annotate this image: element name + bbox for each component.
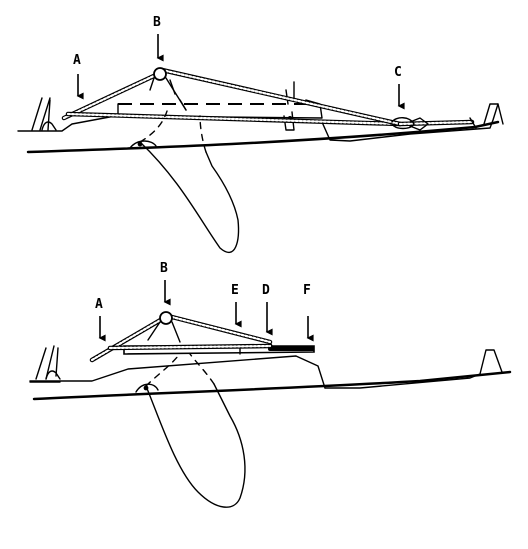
bottom-label-a: A	[95, 297, 106, 342]
top-diagram: A B C	[17, 15, 504, 254]
top-control-lines	[61, 67, 477, 131]
label-d: D	[262, 283, 270, 298]
top-label-b: B	[153, 15, 164, 62]
bottom-bow-fitting	[35, 345, 61, 380]
bottom-pivot-block	[147, 311, 181, 343]
label-e: E	[231, 283, 239, 298]
label-f: F	[303, 283, 311, 298]
bottom-label-b: B	[160, 261, 171, 306]
bottom-centreboard	[135, 353, 246, 508]
bottom-label-f: F	[303, 283, 314, 342]
top-bow-fitting	[31, 97, 57, 131]
bottom-label-e: E	[231, 283, 242, 328]
bottom-control-lines	[89, 313, 273, 363]
top-label-c: C	[394, 65, 405, 110]
label-a: A	[95, 297, 103, 312]
top-centreboard	[129, 107, 240, 254]
bottom-diagram: A B E D F	[29, 261, 512, 508]
bottom-label-d: D	[262, 283, 273, 336]
top-hull	[17, 103, 504, 154]
label-b: B	[160, 261, 168, 276]
label-b: B	[153, 15, 161, 30]
label-a: A	[73, 53, 81, 68]
bottom-hull	[29, 349, 512, 401]
label-c: C	[394, 65, 402, 80]
top-pivot-block	[149, 67, 187, 111]
top-label-a: A	[73, 53, 84, 100]
